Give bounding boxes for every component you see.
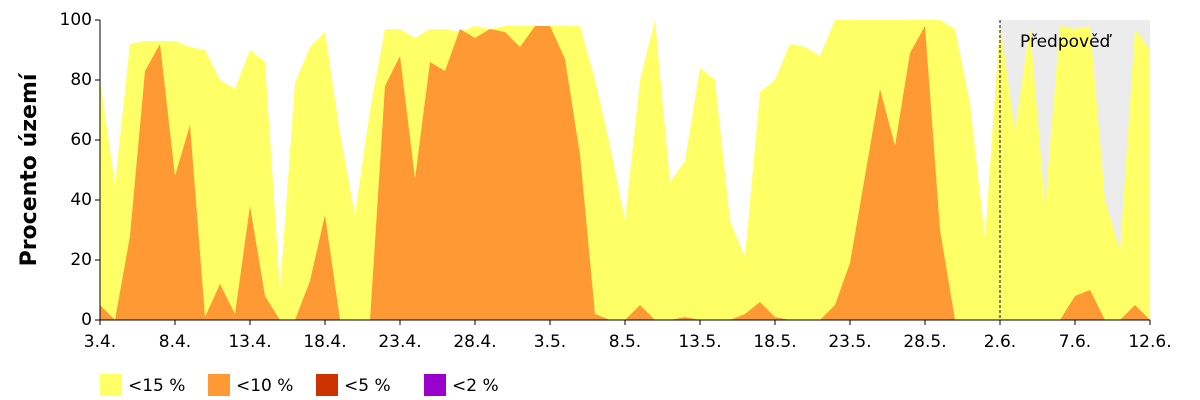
x-tick-label: 18.5.: [753, 332, 796, 352]
legend-swatch: [100, 374, 122, 396]
x-tick-label: 28.4.: [453, 332, 496, 352]
x-tick-label: 7.6.: [1059, 332, 1091, 352]
x-tick-label: 2.6.: [984, 332, 1016, 352]
x-tick-label: 8.5.: [609, 332, 641, 352]
legend-swatch: [208, 374, 230, 396]
legend-swatch: [316, 374, 338, 396]
forecast-label: Předpověď: [1020, 32, 1113, 52]
y-tick-label: 40: [70, 190, 92, 210]
y-tick-label: 100: [60, 10, 92, 30]
y-tick-label: 20: [70, 250, 92, 270]
x-tick-label: 23.5.: [828, 332, 871, 352]
legend-label: <15 %: [128, 376, 185, 396]
legend-label: <2 %: [452, 376, 499, 396]
x-tick-label: 8.4.: [159, 332, 191, 352]
legend-label: <5 %: [344, 376, 391, 396]
x-tick-label: 13.5.: [678, 332, 721, 352]
y-tick-label: 0: [81, 310, 92, 330]
legend-swatch: [424, 374, 446, 396]
x-tick-label: 28.5.: [903, 332, 946, 352]
legend-label: <10 %: [236, 376, 293, 396]
x-tick-label: 3.4.: [84, 332, 116, 352]
x-tick-label: 23.4.: [378, 332, 421, 352]
x-tick-label: 13.4.: [228, 332, 271, 352]
y-tick-label: 80: [70, 70, 92, 90]
y-tick-label: 60: [70, 130, 92, 150]
x-tick-label: 18.4.: [303, 332, 346, 352]
area: [100, 26, 1150, 320]
y-axis-title: Procento území: [17, 72, 42, 266]
x-tick-label: 12.6.: [1128, 332, 1171, 352]
x-tick-label: 3.5.: [534, 332, 566, 352]
